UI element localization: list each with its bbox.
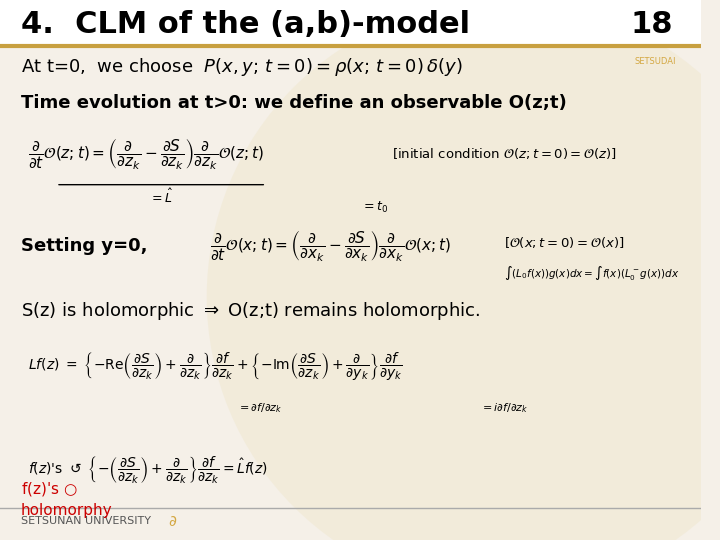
Text: [initial condition $\mathcal{O}(z;t=0) = \mathcal{O}(z)$]: [initial condition $\mathcal{O}(z;t=0) =… — [392, 146, 617, 161]
Text: At t=0,  we choose  $P(x,y;\,t=0) = \rho(x;\,t=0)\,\delta(y)$: At t=0, we choose $P(x,y;\,t=0) = \rho(x… — [21, 57, 462, 78]
FancyBboxPatch shape — [0, 0, 701, 46]
Text: 4.  CLM of the (a,b)-model: 4. CLM of the (a,b)-model — [21, 10, 470, 39]
Text: $=i\partial f/\partial z_k$: $=i\partial f/\partial z_k$ — [480, 401, 528, 415]
Text: $f(z)$'s $\circlearrowleft\;\left\{-\left(\dfrac{\partial S}{\partial z_k}\right: $f(z)$'s $\circlearrowleft\;\left\{-\lef… — [28, 454, 268, 485]
Text: $=\hat{L}$: $=\hat{L}$ — [149, 188, 173, 206]
Text: $=t_0$: $=t_0$ — [361, 200, 389, 215]
Text: $\dfrac{\partial}{\partial t}\mathcal{O}(x;t) = \left(\dfrac{\partial}{\partial : $\dfrac{\partial}{\partial t}\mathcal{O}… — [210, 228, 451, 263]
Text: Time evolution at t>0: we define an observable O(z;t): Time evolution at t>0: we define an obse… — [21, 93, 567, 112]
Text: $\int (L_0 f(x))g(x)dx = \int f(x)(L_0^- g(x))dx$: $\int (L_0 f(x))g(x)dx = \int f(x)(L_0^-… — [505, 264, 680, 282]
Text: Setting y=0,: Setting y=0, — [21, 237, 148, 255]
Text: 18: 18 — [631, 10, 673, 39]
Text: $\dfrac{\partial}{\partial t}\mathcal{O}(z;t) = \left(\dfrac{\partial}{\partial : $\dfrac{\partial}{\partial t}\mathcal{O}… — [28, 137, 264, 171]
Text: f(z)'s $\bigcirc$: f(z)'s $\bigcirc$ — [21, 480, 78, 498]
Text: $=\partial f/\partial z_k$: $=\partial f/\partial z_k$ — [236, 401, 282, 415]
Text: $Lf(z)\;=\;\left\{-\mathrm{Re}\left(\dfrac{\partial S}{\partial z_k}\right)+\dfr: $Lf(z)\;=\;\left\{-\mathrm{Re}\left(\dfr… — [28, 351, 402, 383]
Text: $\partial$: $\partial$ — [168, 514, 177, 529]
Text: SETSUDAI: SETSUDAI — [634, 57, 676, 66]
Text: SETSUNAN UNIVERSITY: SETSUNAN UNIVERSITY — [21, 516, 151, 526]
Ellipse shape — [207, 0, 720, 540]
Text: $[\mathcal{O}(x;t=0) = \mathcal{O}(x)]$: $[\mathcal{O}(x;t=0) = \mathcal{O}(x)]$ — [505, 235, 625, 251]
Text: S(z) is holomorphic $\Rightarrow$ O(z;t) remains holomorphic.: S(z) is holomorphic $\Rightarrow$ O(z;t)… — [21, 300, 480, 321]
Text: holomorphy: holomorphy — [21, 503, 112, 518]
